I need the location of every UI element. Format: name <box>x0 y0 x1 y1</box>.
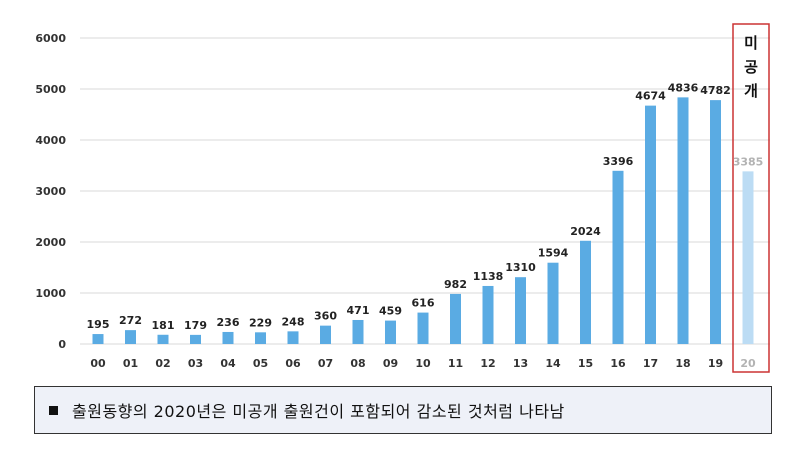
x-tick-label-02: 02 <box>155 357 170 370</box>
bar-12 <box>482 285 494 344</box>
x-tick-label-13: 13 <box>513 357 528 370</box>
x-tick-label-01: 01 <box>123 357 138 370</box>
data-label-16: 3396 <box>603 155 634 168</box>
data-label-03: 179 <box>184 319 207 332</box>
data-label-01: 272 <box>119 314 142 327</box>
y-tick-label: 5000 <box>35 83 66 96</box>
bar-02 <box>157 334 169 344</box>
bar-19 <box>710 100 721 344</box>
x-tick-label-03: 03 <box>188 357 203 370</box>
y-axis: 0 1000 2000 3000 4000 5000 6000 <box>35 32 66 351</box>
x-tick-label-06: 06 <box>285 357 301 370</box>
gridlines <box>80 37 770 345</box>
bar-18 <box>677 97 689 344</box>
annotation-char: 미 <box>744 34 758 52</box>
data-label-14: 1594 <box>538 247 569 260</box>
x-tick-label-15: 15 <box>578 357 593 370</box>
x-tick-label-14: 14 <box>545 357 561 370</box>
bar-08 <box>352 319 364 344</box>
bar-00 <box>92 334 104 344</box>
data-label-07: 360 <box>314 310 337 323</box>
bar-06 <box>287 331 299 344</box>
x-axis: 00 01 02 03 04 05 06 07 08 09 10 11 12 13 14 15 16 17 18 19… <box>90 357 756 370</box>
data-label-00: 195 <box>87 318 110 331</box>
y-tick-label: 3000 <box>35 185 66 198</box>
bar-05 <box>255 332 266 344</box>
bar-03 <box>190 334 201 344</box>
x-tick-label-11: 11 <box>448 357 463 370</box>
x-tick-label-10: 10 <box>415 357 431 370</box>
data-label-12: 1138 <box>473 270 504 283</box>
caption-text: 출원동향의 2020년은 미공개 출원건이 포함되어 감소된 것처럼 나타남 <box>72 402 565 421</box>
data-label-18: 4836 <box>668 81 699 94</box>
annotation: 미공개 <box>744 34 758 100</box>
square-bullet-icon <box>49 405 58 415</box>
bar-15 <box>580 240 591 344</box>
y-tick-label: 6000 <box>35 32 66 45</box>
bar-13 <box>515 277 526 344</box>
bar-04 <box>222 331 234 344</box>
x-tick-label-05: 05 <box>253 357 268 370</box>
data-label-15: 2024 <box>570 225 601 238</box>
bars <box>92 97 754 344</box>
data-label-10: 616 <box>412 297 435 310</box>
x-tick-label-20: 20 <box>740 357 756 370</box>
bar-01 <box>125 330 136 344</box>
data-label-05: 229 <box>249 316 272 329</box>
x-tick-label-18: 18 <box>675 357 690 370</box>
y-tick-label: 1000 <box>35 287 66 300</box>
data-label-19: 4782 <box>700 84 731 97</box>
data-label-02: 181 <box>152 319 175 332</box>
x-tick-label-08: 08 <box>350 357 365 370</box>
x-tick-label-17: 17 <box>643 357 658 370</box>
data-label-04: 236 <box>217 316 240 329</box>
x-tick-label-19: 19 <box>708 357 723 370</box>
bar-17 <box>645 105 656 344</box>
x-tick-label-00: 00 <box>90 357 106 370</box>
data-label-09: 459 <box>379 305 402 318</box>
bar-20 <box>742 171 754 344</box>
bar-16 <box>612 170 624 344</box>
x-tick-label-16: 16 <box>610 357 626 370</box>
y-tick-label: 2000 <box>35 236 66 249</box>
data-label-17: 4674 <box>635 90 666 103</box>
bar-11 <box>450 293 461 344</box>
x-tick-label-12: 12 <box>480 357 495 370</box>
data-label-08: 471 <box>347 304 370 317</box>
x-tick-label-07: 07 <box>318 357 333 370</box>
caption-box: 출원동향의 2020년은 미공개 출원건이 포함되어 감소된 것처럼 나타남 <box>34 386 772 434</box>
annotation-char: 공 <box>744 58 758 76</box>
bar-09 <box>385 320 396 344</box>
y-tick-label: 0 <box>58 338 66 351</box>
unpublished-highlight-box <box>732 23 770 373</box>
data-label-06: 248 <box>282 315 305 328</box>
y-tick-label: 4000 <box>35 134 66 147</box>
annotation-char: 개 <box>744 82 758 100</box>
x-tick-label-09: 09 <box>383 357 398 370</box>
bar-07 <box>320 325 331 344</box>
bar-10 <box>417 312 429 344</box>
data-label-13: 1310 <box>505 261 536 274</box>
data-label-20: 3385 <box>733 155 764 168</box>
data-label-11: 982 <box>444 278 467 291</box>
data-labels: 195 272 181 179 236 229 248 360 471 459 616 982 1138… <box>87 81 764 332</box>
bar-14 <box>547 262 559 344</box>
x-tick-label-04: 04 <box>220 357 236 370</box>
